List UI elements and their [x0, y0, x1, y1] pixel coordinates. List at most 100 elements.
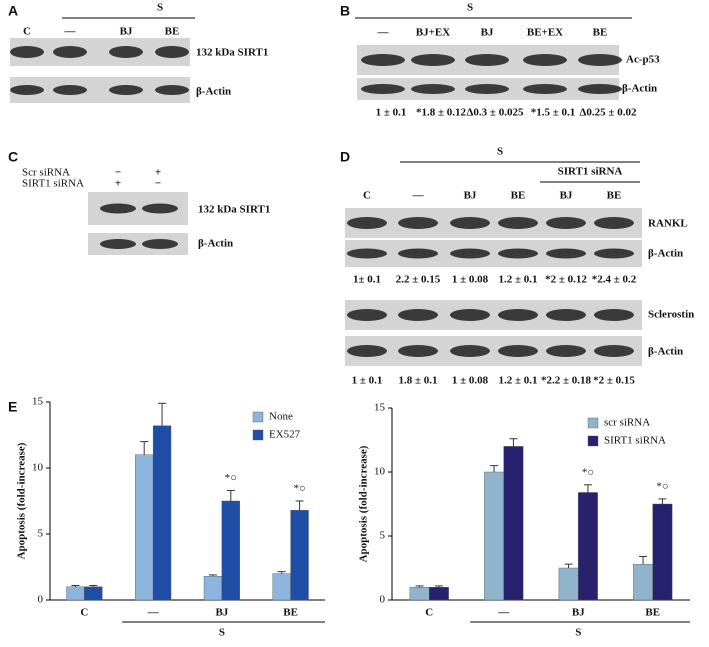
- band: [594, 309, 634, 321]
- band: [155, 85, 189, 95]
- annotation: *○: [293, 483, 305, 495]
- x-tick-label: BJ: [572, 607, 585, 619]
- band: [594, 217, 634, 229]
- band: [398, 345, 438, 357]
- band: [578, 84, 622, 94]
- band-label: β-Actin: [648, 346, 683, 358]
- quant-label: *2.2 ± 0.18: [541, 375, 592, 387]
- x-tick-label: BE: [283, 607, 298, 619]
- legend-swatch: [587, 417, 599, 429]
- row-label: SIRT1 siRNA: [22, 178, 84, 190]
- quant-label: *1.5 ± 0.1: [531, 107, 576, 119]
- band-label: Sclerostin: [648, 309, 694, 321]
- group-label: S: [575, 627, 581, 639]
- lane-label: BJ: [560, 190, 573, 202]
- y-tick-label: 5: [380, 530, 386, 542]
- band: [450, 345, 490, 357]
- x-tick-label: BJ: [215, 607, 228, 619]
- x-tick-label: BE: [645, 607, 660, 619]
- annotation: *○: [656, 480, 668, 492]
- band-label: β-Actin: [198, 238, 233, 250]
- y-tick-label: 15: [374, 402, 386, 414]
- band: [523, 54, 567, 66]
- band: [100, 203, 136, 214]
- blot: [345, 208, 642, 238]
- band: [523, 84, 567, 94]
- legend-label: None: [269, 411, 293, 423]
- bar: [633, 563, 653, 601]
- legend-swatch: [587, 435, 599, 447]
- band: [10, 46, 44, 58]
- lane-label: BJ: [120, 26, 133, 38]
- band-label: RANKL: [648, 218, 688, 230]
- bar: [484, 471, 504, 601]
- group-label: S: [157, 2, 163, 14]
- quant-label: 2.2 ± 0.15: [396, 274, 441, 286]
- row-mark: +: [155, 167, 161, 179]
- bar: [558, 567, 579, 601]
- quant-label: 1 ± 0.08: [452, 375, 489, 387]
- row-mark: +: [115, 178, 121, 190]
- y-tick-label: 10: [32, 462, 44, 474]
- quant-label: 1.2 ± 0.1: [498, 274, 537, 286]
- band: [347, 217, 387, 229]
- band: [498, 217, 538, 229]
- bar: [152, 425, 172, 601]
- band: [347, 248, 387, 259]
- x-tick-label: C: [80, 607, 88, 619]
- band-label: 132 kDa SIRT1: [196, 47, 268, 59]
- lane-label: —: [412, 190, 425, 202]
- band: [142, 203, 178, 214]
- error-bar: [639, 555, 648, 565]
- quant-label: *2 ± 0.12: [545, 274, 587, 286]
- y-tick-label: 15: [32, 396, 44, 408]
- error-bar: [564, 563, 573, 568]
- band: [100, 239, 136, 249]
- annotation: *○: [225, 472, 237, 484]
- lane-label: C: [23, 26, 31, 38]
- band: [398, 248, 438, 259]
- bar: [578, 492, 598, 601]
- lane-label: BJ: [464, 190, 477, 202]
- band: [411, 54, 455, 66]
- quant-label: *2.4 ± 0.2: [592, 274, 637, 286]
- quant-label: 1 ± 0.1: [352, 375, 383, 387]
- y-axis-label: Apoptosis (fold-increase): [16, 442, 28, 559]
- band-label: Ac-p53: [626, 54, 660, 66]
- error-bar: [89, 584, 98, 587]
- bar: [652, 503, 673, 601]
- band: [546, 309, 586, 321]
- band: [450, 309, 490, 321]
- quant-label: 1.2 ± 0.1: [498, 375, 537, 387]
- error-bar: [226, 489, 235, 501]
- band: [450, 217, 490, 229]
- band: [411, 84, 455, 94]
- error-bar: [277, 571, 286, 574]
- legend-swatch: [252, 429, 264, 441]
- quant-label: 1 ± 0.1: [376, 107, 407, 119]
- band-label: 132 kDa SIRT1: [198, 204, 270, 216]
- blot: [88, 233, 188, 255]
- error-bar: [295, 500, 304, 511]
- band: [142, 239, 178, 249]
- band: [546, 248, 586, 259]
- quant-label: *2 ± 0.15: [593, 375, 635, 387]
- y-tick-label: 10: [374, 466, 386, 478]
- band: [498, 345, 538, 357]
- row-mark: −: [155, 178, 161, 190]
- blot: [345, 300, 642, 330]
- bar: [135, 454, 154, 601]
- panel-letter: B: [340, 3, 350, 19]
- bar: [84, 586, 103, 601]
- band: [53, 85, 87, 95]
- error-bar: [434, 585, 443, 588]
- bar: [272, 573, 291, 601]
- quant-label: 1.8 ± 0.1: [398, 375, 437, 387]
- panel-letter: C: [8, 149, 18, 165]
- blot: [345, 336, 642, 366]
- band: [361, 54, 405, 66]
- annotation: *○: [582, 466, 594, 478]
- lane-label: BE: [593, 27, 608, 39]
- lane-label: BE+EX: [527, 27, 563, 39]
